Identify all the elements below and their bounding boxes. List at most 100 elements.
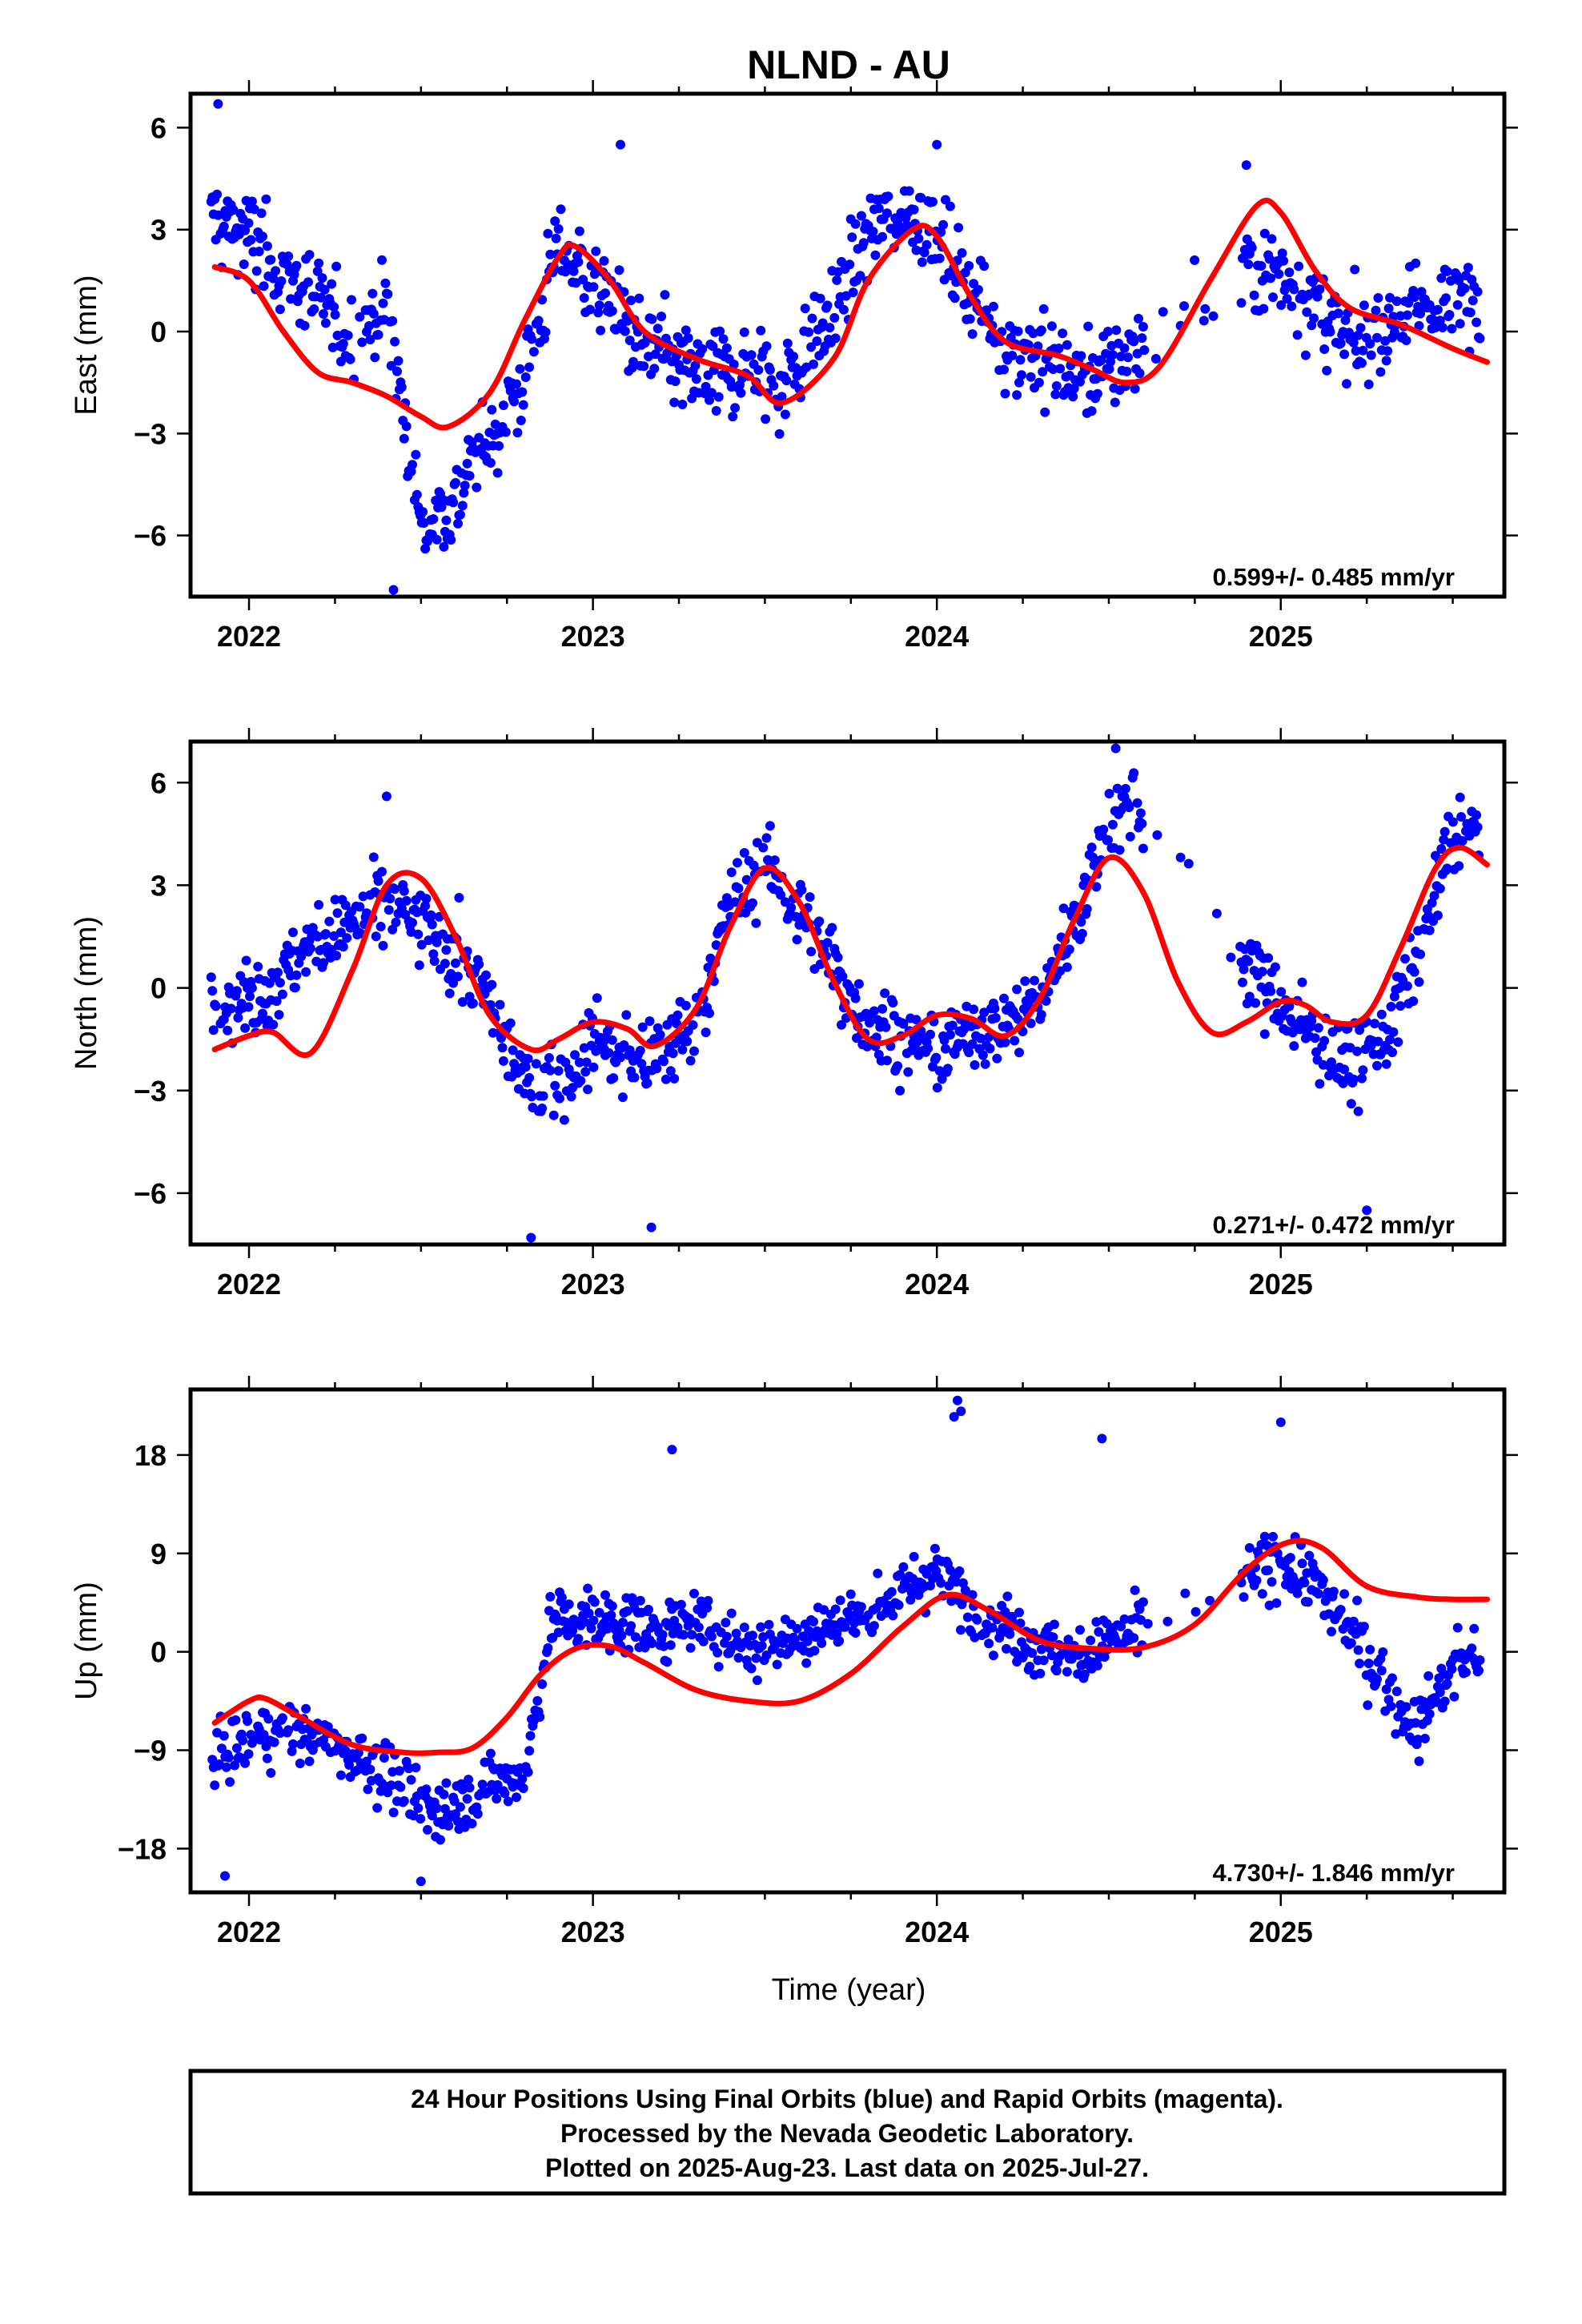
north-point: [1135, 808, 1146, 818]
north-point: [1026, 1018, 1036, 1028]
up-point: [802, 1636, 813, 1647]
up-point: [676, 1599, 686, 1610]
north-point: [880, 988, 890, 999]
east-point: [380, 278, 391, 288]
north-point: [1266, 986, 1276, 996]
east-panel: 2022 2023 2024 2025 −6 −3 0 3 6 East (mm) 0.599+…: [70, 80, 1518, 653]
east-point: [856, 211, 866, 221]
north-point: [1386, 1002, 1396, 1011]
north-point: [576, 1076, 586, 1086]
up-point: [689, 1588, 699, 1598]
up-point: [440, 1803, 450, 1814]
north-point: [468, 998, 478, 1008]
north-point: [659, 1056, 669, 1067]
east-point: [873, 203, 884, 214]
up-point: [1086, 1635, 1096, 1646]
east-point: [383, 289, 393, 300]
up-point: [626, 1621, 636, 1631]
east-point: [815, 293, 825, 304]
up-y-tick-label: 0: [151, 1636, 167, 1669]
east-point: [800, 304, 810, 314]
up-point: [1092, 1660, 1102, 1671]
up-point: [477, 1779, 488, 1790]
up-point: [335, 1770, 346, 1780]
east-point: [271, 266, 281, 276]
east-point: [932, 139, 942, 150]
up-point: [1346, 1638, 1356, 1648]
east-point: [251, 266, 262, 276]
east-point: [261, 194, 271, 204]
up-point: [685, 1642, 696, 1653]
east-point: [388, 585, 399, 595]
north-point: [570, 1050, 580, 1060]
east-point: [319, 284, 330, 295]
east-point: [848, 287, 858, 298]
north-point: [330, 895, 340, 905]
east-point: [1312, 292, 1323, 302]
north-point: [1454, 861, 1464, 871]
north-point: [616, 1052, 625, 1063]
east-point: [599, 255, 609, 266]
east-point: [1447, 324, 1457, 334]
up-point: [1365, 1644, 1375, 1655]
up-point: [388, 1807, 399, 1818]
north-point: [498, 1055, 508, 1066]
east-point: [411, 449, 421, 460]
north-point: [1036, 1010, 1046, 1019]
east-point: [256, 208, 267, 219]
north-point: [685, 1055, 696, 1066]
east-point: [1038, 304, 1049, 314]
east-point: [533, 316, 544, 326]
east-point: [543, 228, 553, 239]
east-point: [464, 471, 475, 481]
east-point: [540, 327, 551, 337]
east-point: [439, 541, 449, 552]
up-point: [748, 1630, 757, 1641]
east-point: [412, 489, 422, 500]
up-point: [954, 1566, 965, 1576]
north-point: [923, 1043, 934, 1054]
up-point: [616, 1630, 627, 1641]
north-point: [545, 1065, 556, 1076]
east-point: [494, 440, 504, 451]
north-point: [980, 1059, 990, 1069]
up-point: [439, 1789, 449, 1799]
north-point: [1424, 925, 1435, 935]
north-x-tick-label: 2023: [561, 1268, 625, 1301]
north-point: [427, 919, 437, 930]
north-point: [258, 1008, 267, 1019]
up-point: [772, 1659, 782, 1670]
east-point: [1355, 323, 1366, 333]
east-fit-line: [211, 197, 1490, 431]
north-point: [604, 1047, 614, 1058]
north-point: [1129, 768, 1139, 778]
east-point: [262, 241, 272, 251]
up-point: [698, 1636, 709, 1647]
north-point: [837, 971, 848, 982]
east-point: [830, 333, 841, 344]
east-point: [883, 191, 893, 202]
up-point: [492, 1794, 502, 1804]
up-point: [687, 1630, 697, 1640]
east-point: [650, 349, 661, 360]
east-point: [1365, 339, 1375, 349]
north-point: [705, 1008, 714, 1019]
east-point: [877, 231, 888, 242]
east-point: [368, 308, 379, 319]
up-point: [467, 1819, 477, 1829]
up-point: [363, 1784, 373, 1795]
up-point: [545, 1591, 556, 1602]
east-point: [392, 366, 402, 376]
chart-title: NLND - AU: [747, 42, 950, 87]
north-point: [1387, 1047, 1397, 1058]
up-point: [1051, 1666, 1062, 1676]
up-point: [586, 1623, 596, 1634]
east-point: [1274, 269, 1284, 279]
up-point: [589, 1597, 600, 1607]
up-point: [713, 1662, 724, 1672]
north-point: [1376, 1009, 1387, 1019]
north-point: [882, 1055, 892, 1066]
up-point: [752, 1675, 762, 1686]
up-point: [432, 1803, 442, 1813]
north-point: [1030, 975, 1039, 986]
